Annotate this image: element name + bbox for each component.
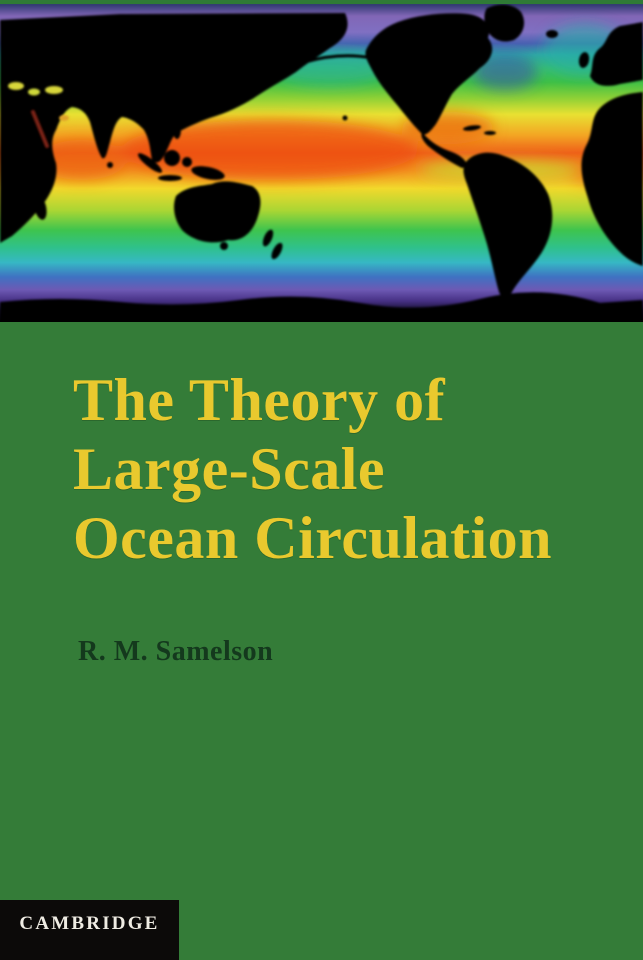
sst-world-map [0,0,643,322]
title-line-2: Large-Scale [73,436,386,502]
title-line-1: The Theory of [73,367,446,433]
publisher-wordmark: CAMBRIDGE [19,913,160,934]
continents [0,4,643,322]
map-top-edge [0,0,643,4]
publisher-logo: CAMBRIDGE [0,900,179,960]
sst-map-graphic [0,0,643,322]
book-author: R. M. Samelson [78,636,274,667]
inland-seas [8,82,69,148]
title-line-3: Ocean Circulation [73,505,553,571]
book-title: The Theory of Large-Scale Ocean Circulat… [73,366,613,573]
